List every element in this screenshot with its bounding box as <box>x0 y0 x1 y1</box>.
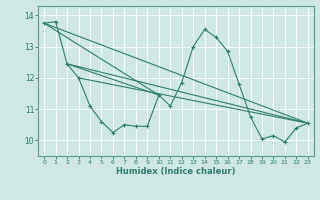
X-axis label: Humidex (Indice chaleur): Humidex (Indice chaleur) <box>116 167 236 176</box>
